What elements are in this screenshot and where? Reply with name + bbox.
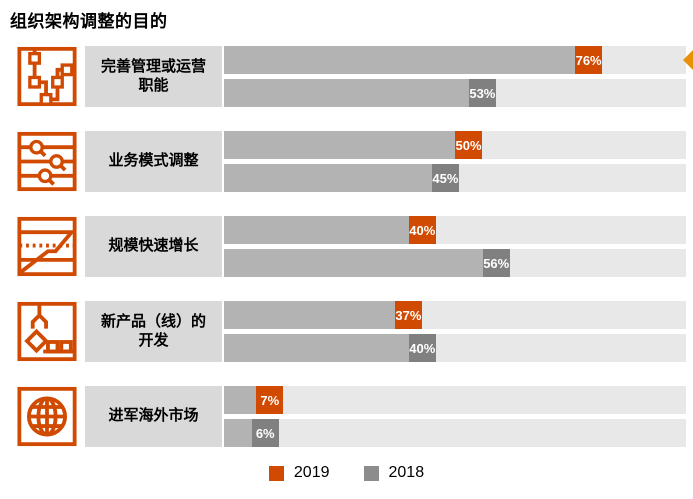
bar-group: 7% 6% [224, 386, 686, 447]
bar-2018-fill [224, 334, 409, 362]
bar-2019-track: 37% [224, 301, 686, 329]
bar-2018-track: 56% [224, 249, 686, 277]
bar-2019-track: 40% [224, 216, 686, 244]
bar-2018-fill [224, 249, 483, 277]
legend-label-2019: 2019 [293, 464, 330, 481]
bar-group: 40% 56% [224, 216, 686, 277]
category-row: 新产品（线）的开发 37% 40% [16, 301, 693, 362]
highlight-arrow-icon [683, 50, 693, 70]
bar-2018-track: 45% [224, 164, 686, 192]
bar-2019-fill [224, 46, 576, 74]
bar-2019-track: 50% [224, 131, 686, 159]
category-label: 完善管理或运营职能 [85, 46, 222, 107]
bar-2018-value: 56% [482, 249, 510, 277]
bar-2019-track: 7% [224, 386, 686, 414]
category-label: 规模快速增长 [85, 216, 222, 277]
legend-swatch-2018 [363, 465, 379, 481]
bar-2019-value: 40% [408, 216, 436, 244]
legend-swatch-2019 [268, 465, 284, 481]
bar-2019-value: 37% [394, 301, 422, 329]
bar-2018-value: 6% [251, 419, 279, 447]
bar-group: 76% 53% [224, 46, 693, 107]
legend-item-2018: 2018 [363, 464, 425, 482]
bar-2019-fill [224, 216, 409, 244]
flow-nodes-icon [16, 46, 78, 107]
category-row: 业务模式调整 50% 45% [16, 131, 693, 192]
category-row: 规模快速增长 40% 56% [16, 216, 693, 277]
crane-icon [16, 301, 78, 362]
legend-item-2019: 2019 [268, 464, 330, 482]
category-label: 业务模式调整 [85, 131, 222, 192]
bar-2019-fill [224, 131, 455, 159]
bar-chart: 完善管理或运营职能 76% 53% [16, 46, 693, 471]
category-row: 完善管理或运营职能 76% 53% [16, 46, 693, 107]
bar-2019-track: 76% [224, 46, 686, 74]
bar-2019-fill [224, 386, 257, 414]
bar-2018-track: 6% [224, 419, 686, 447]
category-row: 进军海外市场 7% 6% [16, 386, 693, 447]
bar-group: 37% 40% [224, 301, 686, 362]
chart-title: 组织架构调整的目的 [10, 12, 168, 31]
bar-group: 50% 45% [224, 131, 686, 192]
bar-2019-value: 76% [575, 46, 603, 74]
sliders-icon [16, 131, 78, 192]
bar-2018-track: 40% [224, 334, 686, 362]
bar-2019-fill [224, 301, 395, 329]
legend-label-2018: 2018 [388, 464, 425, 481]
bar-2018-value: 45% [431, 164, 459, 192]
bar-2019-value: 7% [256, 386, 284, 414]
growth-chart-icon [16, 216, 78, 277]
bar-2018-fill [224, 164, 432, 192]
category-label: 新产品（线）的开发 [85, 301, 222, 362]
bar-2018-fill [224, 79, 469, 107]
globe-icon [16, 386, 78, 447]
legend: 2019 2018 [0, 464, 693, 482]
bar-2018-value: 40% [408, 334, 436, 362]
bar-2018-fill [224, 419, 252, 447]
bar-2018-track: 53% [224, 79, 686, 107]
category-label: 进军海外市场 [85, 386, 222, 447]
bar-2018-value: 53% [468, 79, 496, 107]
bar-2019-value: 50% [455, 131, 482, 159]
